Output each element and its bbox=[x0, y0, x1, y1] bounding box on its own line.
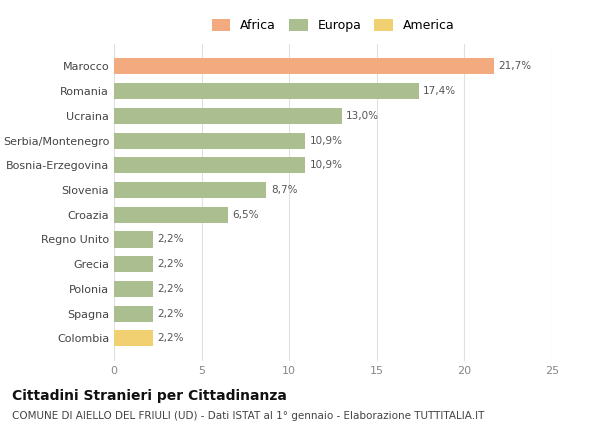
Bar bbox=[114, 281, 152, 297]
Bar bbox=[114, 182, 266, 198]
Text: 2,2%: 2,2% bbox=[157, 334, 184, 343]
Bar bbox=[114, 330, 152, 346]
Text: 10,9%: 10,9% bbox=[310, 160, 343, 170]
Bar bbox=[114, 132, 305, 149]
Text: 2,2%: 2,2% bbox=[157, 308, 184, 319]
Bar bbox=[114, 231, 152, 248]
Text: 2,2%: 2,2% bbox=[157, 235, 184, 245]
Text: COMUNE DI AIELLO DEL FRIULI (UD) - Dati ISTAT al 1° gennaio - Elaborazione TUTTI: COMUNE DI AIELLO DEL FRIULI (UD) - Dati … bbox=[12, 411, 484, 422]
Text: 6,5%: 6,5% bbox=[232, 210, 259, 220]
Text: Cittadini Stranieri per Cittadinanza: Cittadini Stranieri per Cittadinanza bbox=[12, 389, 287, 403]
Legend: Africa, Europa, America: Africa, Europa, America bbox=[212, 18, 454, 32]
Bar bbox=[114, 306, 152, 322]
Bar bbox=[114, 59, 494, 74]
Text: 2,2%: 2,2% bbox=[157, 284, 184, 294]
Text: 17,4%: 17,4% bbox=[423, 86, 457, 96]
Bar bbox=[114, 256, 152, 272]
Text: 10,9%: 10,9% bbox=[310, 136, 343, 146]
Text: 13,0%: 13,0% bbox=[346, 111, 379, 121]
Text: 8,7%: 8,7% bbox=[271, 185, 298, 195]
Bar bbox=[114, 108, 342, 124]
Bar bbox=[114, 83, 419, 99]
Bar bbox=[114, 207, 228, 223]
Text: 21,7%: 21,7% bbox=[499, 62, 532, 71]
Text: 2,2%: 2,2% bbox=[157, 259, 184, 269]
Bar bbox=[114, 157, 305, 173]
